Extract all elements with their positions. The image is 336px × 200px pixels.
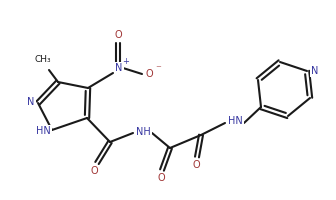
Text: +: + <box>123 58 129 66</box>
Text: O: O <box>114 30 122 40</box>
Text: O: O <box>90 166 98 176</box>
Text: NH: NH <box>136 127 151 137</box>
Text: N: N <box>115 63 123 73</box>
Text: O: O <box>145 69 153 79</box>
Text: HN: HN <box>36 126 50 136</box>
Text: O: O <box>157 173 165 183</box>
Text: ⁻: ⁻ <box>155 64 161 74</box>
Text: CH₃: CH₃ <box>35 55 51 64</box>
Text: HN: HN <box>227 116 242 126</box>
Text: N: N <box>27 97 35 107</box>
Text: O: O <box>192 160 200 170</box>
Text: N: N <box>311 66 319 76</box>
